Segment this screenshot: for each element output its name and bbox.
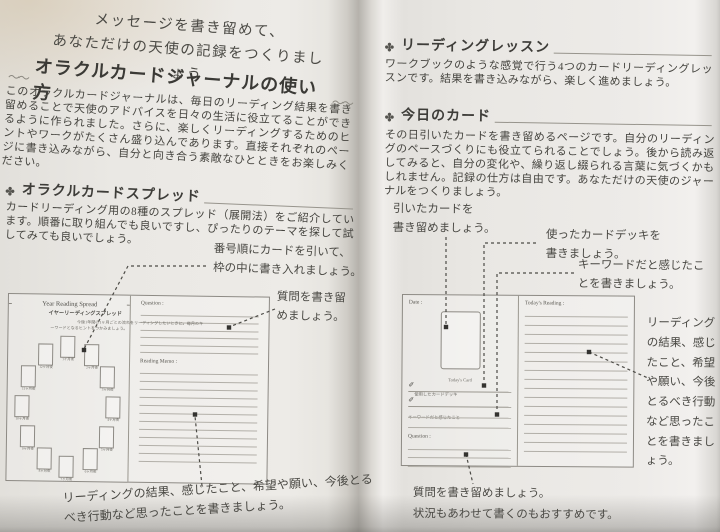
pen-icon: ✐ [408,396,415,405]
header-rule [494,121,712,127]
spread-card: 5ヶ月後 [98,426,115,452]
question-lines [140,307,259,355]
question-lines-right [407,441,511,468]
spread-card: 11ヶ月後 [20,365,36,391]
spread-title-en: Year Reading Spread [41,299,97,308]
annotation-drawn-card: 引いたカードを 書き留めましょう。 [392,202,496,236]
section-title-today: 今日のカード [400,108,492,125]
section-marker-icon: ✤ [5,185,16,199]
flourish-left-icon: 〜〜 [7,69,29,85]
spread-card: 8ヶ月後 [36,447,52,473]
today-card-outline [440,311,481,370]
section-marker-icon: ✤ [384,41,396,55]
spread-card: 1ヶ月後 [60,335,76,361]
spread-card: 10ヶ月後 [14,395,30,420]
today-reading-label: Today's Reading : [524,299,565,307]
spread-card: 4ヶ月後 [105,396,121,422]
spread-column: Year Reading Spread イヤーリーディングスプレッド 今後1年間… [6,294,203,482]
keyword-field: ✐ キーワードだと感じたこと [408,396,512,420]
annotation-question-left: 質問を書き留 めましょう。 [276,290,346,324]
dash-left [8,302,12,304]
ruled-line [408,427,512,429]
memo-lines [138,365,258,464]
dash-right [127,304,130,306]
spread-card: 6ヶ月後 [82,448,98,473]
date-label: Date : [408,299,423,306]
today-reading-column: Today's Reading : [518,296,634,467]
year-spread-diagram: Year Reading Spread イヤーリーディングスプレッド 今後1年間… [5,293,270,485]
section-marker-icon: ✤ [384,111,396,125]
lead-paragraph: このオラクルカードジャーナルは、毎日のリーディング結果を書き留めることで天使のア… [1,84,353,173]
today-card-label-row: Today's Card [402,372,518,382]
spread-card: 7ヶ月後 [58,455,74,481]
reading-lines [523,307,628,453]
today-card-diagram: Date : Today's Card ✐ 使用したカードデッキ ✐ キーワード… [400,294,635,468]
annotation-reading-result: リーディングの結果、感じたこと、希望や願い、今後とるべき行動など思ったことを書き… [645,316,716,468]
header-rule [553,52,712,57]
reading-memo-label: Reading Memo : [140,357,178,365]
pen-icon: ✐ [408,381,415,390]
today-left-column: Date : Today's Card ✐ 使用したカードデッキ ✐ キーワード… [401,295,519,468]
annotation-question-right: 質問を書き留めましょう。 状況もあわせて書くのもおすすめです。 [412,486,619,522]
annotation-keyword: キーワードだと感じたこ とを書きましょう。 [577,258,705,292]
section-header-lesson: ✤ リーディングレッスン [385,34,712,59]
spread-card: 12ヶ月後 [37,343,54,369]
spread-card: 3ヶ月後 [99,366,115,392]
section-title-lesson: リーディングレッスン [400,38,551,56]
question-block: Question : [407,433,511,468]
spread-card: 9ヶ月後 [19,425,36,451]
spread-title-ja: イヤーリーディングスプレッド [48,310,122,317]
lesson-section-body: ワークブックのような感覚で行う4つのカードリーディングレッスンです。結果を書き込… [384,57,713,90]
card-circle: 1ヶ月後 2ヶ月後 3ヶ月後 4ヶ月後 5ヶ月後 6ヶ月後 7ヶ月後 8ヶ月後 … [6,330,130,482]
question-label-right: Question : [407,433,431,440]
annotation-draw-cards: 番号順にカードを引いて、 枠の中に書き入れましょう。 [212,242,363,279]
deck-field: ✐ 使用したカードデッキ [408,381,512,397]
today-section-body: その日引いたカードを書き留めるページです。自分のリーディングのペースづくりにも役… [383,128,715,200]
question-label: Question : [140,299,164,307]
section-header-today: ✤ 今日のカード [385,104,712,129]
spread-card: 2ヶ月後 [83,344,100,369]
